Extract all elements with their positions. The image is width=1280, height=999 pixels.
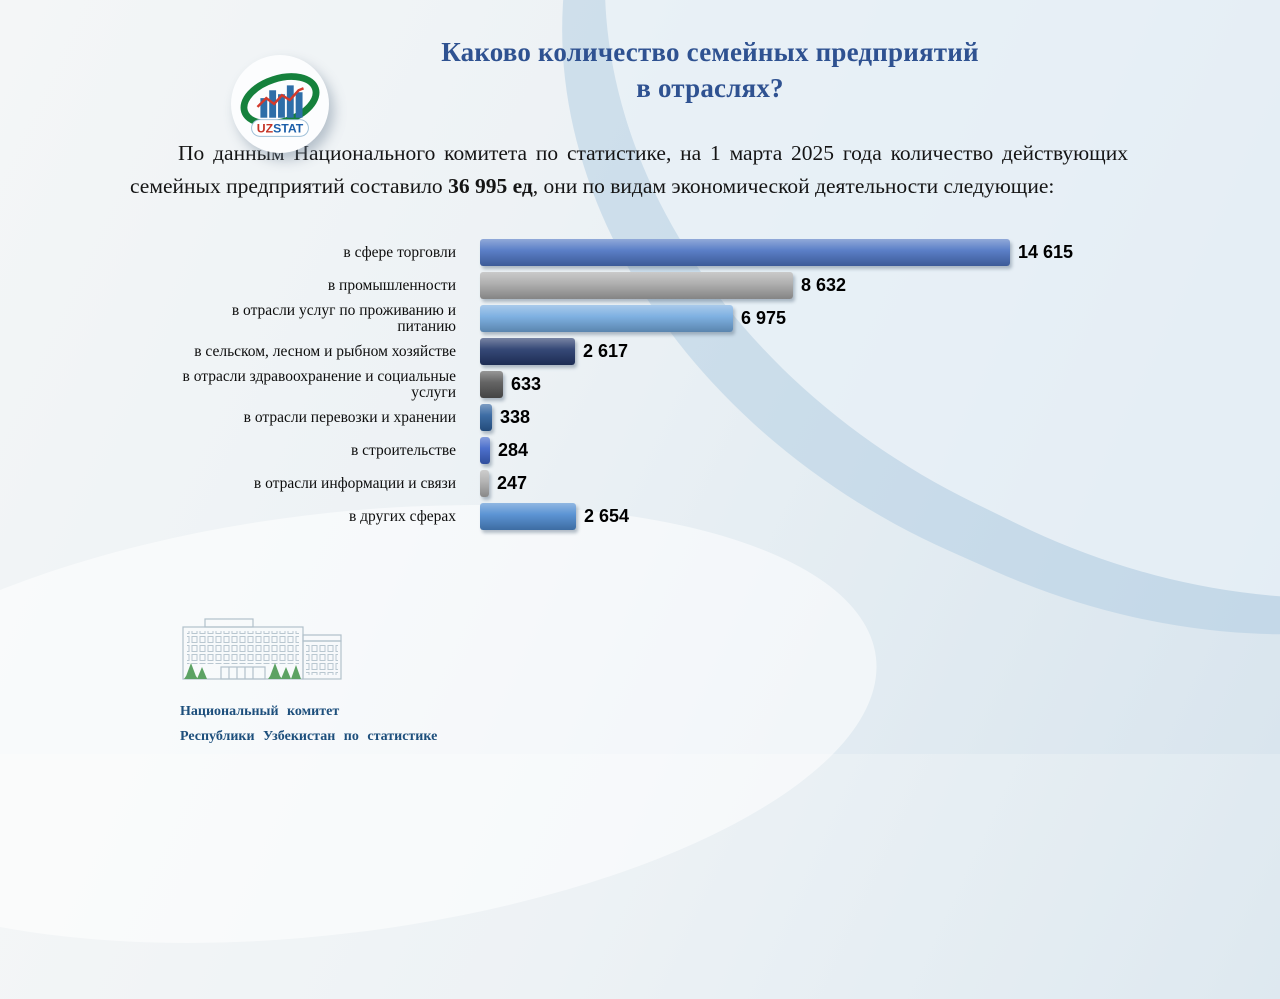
- bar-plot-area: 8 632: [480, 272, 1280, 300]
- uzstat-logo: UZSTAT: [231, 55, 329, 153]
- chart-row: в отрасли здравоохранение и социальные у…: [180, 368, 1280, 401]
- bar-value-label: 2 654: [584, 506, 630, 527]
- uzstat-logo-icon: UZSTAT: [231, 55, 329, 153]
- footer-committee-name: Национальный комитет Республики Узбекист…: [180, 700, 437, 749]
- bar-value-label: 284: [498, 440, 529, 461]
- chart-rows: в сфере торговли 14 615 в промышленности…: [180, 236, 1280, 533]
- logo-trend-line-icon: [256, 87, 304, 108]
- intro-highlight-total: 36 995 ед: [448, 173, 533, 198]
- bar: [480, 437, 490, 465]
- bar-category-label: в сельском, лесном и рыбном хозяйстве: [194, 342, 456, 360]
- slide-title: Каково количество семейных предприятий в…: [390, 34, 1030, 107]
- chart-row: в промышленности 8 632: [180, 269, 1280, 302]
- bar: [480, 470, 489, 498]
- footer-line2: Республики Узбекистан по статистике: [180, 728, 438, 744]
- bar-value-label: 8 632: [801, 275, 847, 296]
- bar-plot-area: 2 654: [480, 503, 1280, 531]
- bar-value-label: 338: [500, 407, 531, 428]
- logo-text: UZSTAT: [257, 121, 304, 135]
- bar-category-label: в промышленности: [327, 276, 456, 294]
- chart-row: в сфере торговли 14 615: [180, 236, 1280, 269]
- bar-plot-area: 247: [480, 470, 1280, 498]
- chart-row: в сельском, лесном и рыбном хозяйстве 2 …: [180, 335, 1280, 368]
- bar-value-label: 2 617: [583, 341, 629, 362]
- footer-line1: Национальный комитет: [180, 704, 340, 719]
- bar-value-label: 6 975: [741, 308, 787, 329]
- bar-category-label: в отрасли информации и связи: [253, 474, 456, 492]
- bar-value-label: 247: [497, 473, 528, 494]
- building-illustration: [182, 618, 342, 680]
- chart-row: в отрасли услуг по проживанию и питанию …: [180, 302, 1280, 335]
- bar-chart: в сфере торговли 14 615 в промышленности…: [180, 236, 1280, 533]
- bar-plot-area: 633: [480, 371, 1280, 399]
- trees-icon: [184, 663, 301, 679]
- bar-category-label: в строительстве: [350, 441, 456, 459]
- bar-plot-area: 2 617: [480, 338, 1280, 366]
- bar-category-label: в отрасли услуг по проживанию и питанию: [231, 301, 456, 335]
- bar: [480, 272, 793, 300]
- bar-category-label: в сфере торговли: [343, 243, 456, 261]
- chart-row: в отрасли перевозки и хранении 338: [180, 401, 1280, 434]
- bar: [480, 404, 492, 432]
- bar-plot-area: 6 975: [480, 305, 1280, 333]
- bar-category-label: в отрасли перевозки и хранении: [243, 408, 456, 426]
- logo-text-uz: UZ: [257, 121, 274, 135]
- chart-row: в отрасли информации и связи 247: [180, 467, 1280, 500]
- bar: [480, 371, 503, 399]
- slide-title-line2: в отраслях?: [636, 73, 784, 104]
- bar: [480, 338, 575, 366]
- bar-category-label: в других сферах: [348, 507, 456, 525]
- chart-row: в строительстве 284: [180, 434, 1280, 467]
- bar-plot-area: 14 615: [480, 239, 1280, 267]
- bar-category-label: в отрасли здравоохранение и социальные у…: [182, 367, 457, 401]
- bar-plot-area: 284: [480, 437, 1280, 465]
- bar: [480, 305, 733, 333]
- bar: [480, 239, 1010, 267]
- bar: [480, 503, 576, 531]
- logo-text-stat: STAT: [273, 121, 304, 135]
- chart-row: в других сферах 2 654: [180, 500, 1280, 533]
- bar-plot-area: 338: [480, 404, 1280, 432]
- slide-title-line1: Каково количество семейных предприятий: [441, 37, 979, 67]
- bar-value-label: 14 615: [1018, 242, 1074, 263]
- footer: Национальный комитет Республики Узбекист…: [175, 617, 437, 749]
- bar-value-label: 633: [511, 374, 542, 395]
- intro-text-after: , они по видам экономической деятельност…: [532, 173, 1055, 198]
